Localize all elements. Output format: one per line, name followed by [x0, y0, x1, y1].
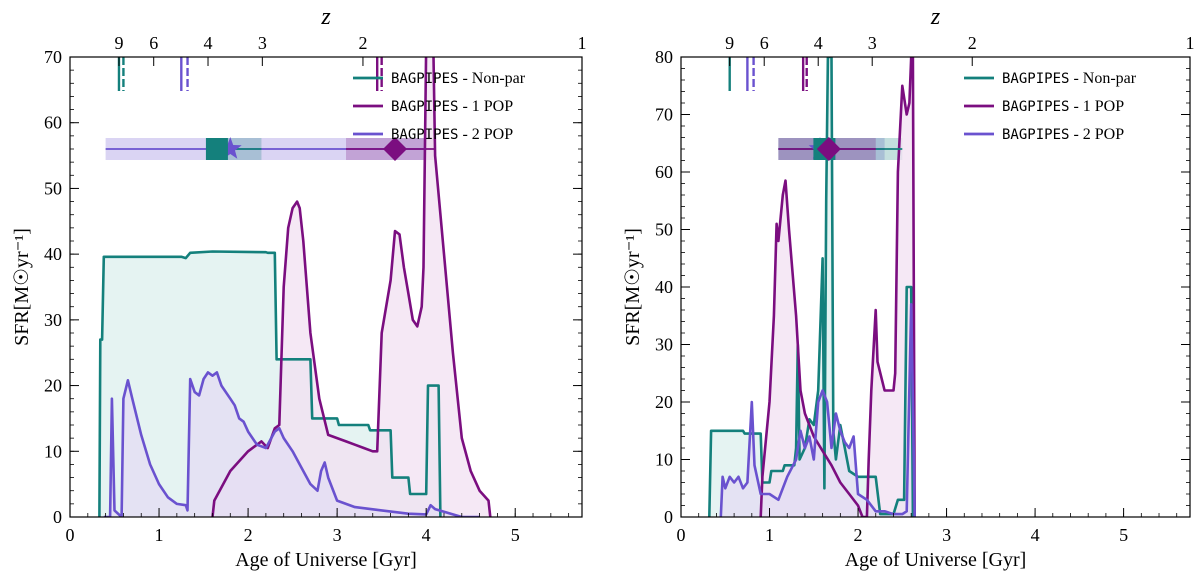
axes-frame: [69, 56, 583, 518]
legend-code: BAGPIPES: [1002, 127, 1069, 143]
legend-label: BAGPIPES - Non-par: [1002, 70, 1137, 87]
z-tick-label: 3: [868, 33, 877, 53]
y-axis-label: SFR[M☉yr⁻¹]: [11, 228, 33, 346]
sfh-line: [103, 371, 480, 517]
z-tick-label: 2: [968, 33, 977, 53]
y-tick-label: 20: [44, 376, 62, 396]
y-tick-label: 60: [655, 162, 673, 182]
x-tick-label: 3: [333, 525, 342, 545]
x-tick-label: 4: [1031, 525, 1040, 545]
y-tick-label: 60: [44, 113, 62, 133]
y-tick-label: 70: [655, 105, 673, 125]
y-axis-label: SFR[M☉yr⁻¹]: [622, 228, 644, 346]
x-tick-label: 0: [677, 525, 686, 545]
y-axis-label-prefix: SFR: [11, 310, 33, 346]
y-tick-label: 30: [44, 310, 62, 330]
y-tick-label: 0: [664, 507, 673, 527]
summary-marker-diamond: [816, 137, 841, 161]
x-tick-label: 0: [66, 525, 75, 545]
sfh-line: [211, 57, 492, 517]
x-tick-label: 5: [511, 525, 520, 545]
y-tick-label: 80: [655, 47, 673, 67]
z-tick-label: 6: [760, 33, 769, 53]
z-tick-label: 2: [358, 33, 367, 53]
x-tick-label: 1: [155, 525, 164, 545]
legend-label: BAGPIPES - 1 POP: [391, 98, 513, 115]
summary-marker-diamond: [383, 137, 408, 161]
y-tick-label: 20: [655, 392, 673, 412]
legend-label: BAGPIPES - 1 POP: [1002, 98, 1124, 115]
summary-marker-star: [218, 137, 242, 159]
legend-suffix: - 1 POP: [458, 98, 513, 115]
y-tick-label: 10: [655, 450, 673, 470]
plot-area: [708, 57, 916, 517]
z-tick-label: 1: [578, 33, 587, 53]
legend-code: BAGPIPES: [391, 99, 458, 115]
legend-code: BAGPIPES: [391, 127, 458, 143]
legend-suffix: - 1 POP: [1069, 98, 1124, 115]
legend-label: BAGPIPES - 2 POP: [391, 126, 513, 143]
sfh-fill: [103, 372, 480, 517]
y-axis-label-prefix: SFR: [622, 310, 644, 346]
legend-suffix: - 2 POP: [1069, 126, 1124, 143]
sfh-line: [759, 57, 916, 517]
x-axis-label: Age of Universe [Gyr]: [845, 549, 1027, 571]
top-axis-title: z: [930, 4, 941, 30]
legend-label: BAGPIPES - Non-par: [391, 70, 526, 87]
y-tick-label: 40: [655, 277, 673, 297]
x-tick-label: 2: [854, 525, 863, 545]
sfh-line: [98, 250, 442, 517]
x-axis-label: Age of Universe [Gyr]: [235, 549, 417, 571]
x-tick-label: 3: [942, 525, 951, 545]
x-tick-label: 4: [422, 525, 431, 545]
x-tick-label: 1: [765, 525, 774, 545]
y-tick-label: 50: [655, 220, 673, 240]
y-tick-label: 10: [44, 441, 62, 461]
y-axis-label-units: [M☉yr⁻¹]: [11, 228, 33, 310]
sfh-fill: [212, 57, 491, 517]
y-tick-label: 30: [655, 335, 673, 355]
z-tick-label: 6: [149, 33, 158, 53]
y-tick-label: 40: [44, 244, 62, 264]
z-tick-label: 3: [258, 33, 267, 53]
legend-code: BAGPIPES: [391, 71, 458, 87]
z-tick-label: 4: [204, 33, 213, 53]
legend-code: BAGPIPES: [1002, 99, 1069, 115]
z-tick-label: 4: [814, 33, 823, 53]
legend-suffix: - Non-par: [458, 70, 525, 87]
z-tick-label: 1: [1186, 33, 1195, 53]
sfh-fill: [709, 57, 913, 517]
y-axis-label-units: [M☉yr⁻¹]: [622, 228, 644, 310]
summary-marker-square: [205, 138, 228, 160]
z-tick-label: 9: [725, 33, 734, 53]
legend-label: BAGPIPES - 2 POP: [1002, 126, 1124, 143]
x-tick-label: 5: [1119, 525, 1128, 545]
y-tick-label: 0: [53, 507, 62, 527]
x-tick-label: 2: [244, 525, 253, 545]
legend-suffix: - 2 POP: [458, 126, 513, 143]
legend-suffix: - Non-par: [1069, 70, 1136, 87]
z-tick-label: 9: [114, 33, 123, 53]
plot-area: [98, 57, 492, 517]
sfh-line: [708, 57, 915, 517]
sfh-line: [719, 303, 916, 517]
y-tick-label: 70: [44, 47, 62, 67]
top-axis-title: z: [320, 4, 331, 30]
y-tick-label: 50: [44, 178, 62, 198]
legend-code: BAGPIPES: [1002, 71, 1069, 87]
